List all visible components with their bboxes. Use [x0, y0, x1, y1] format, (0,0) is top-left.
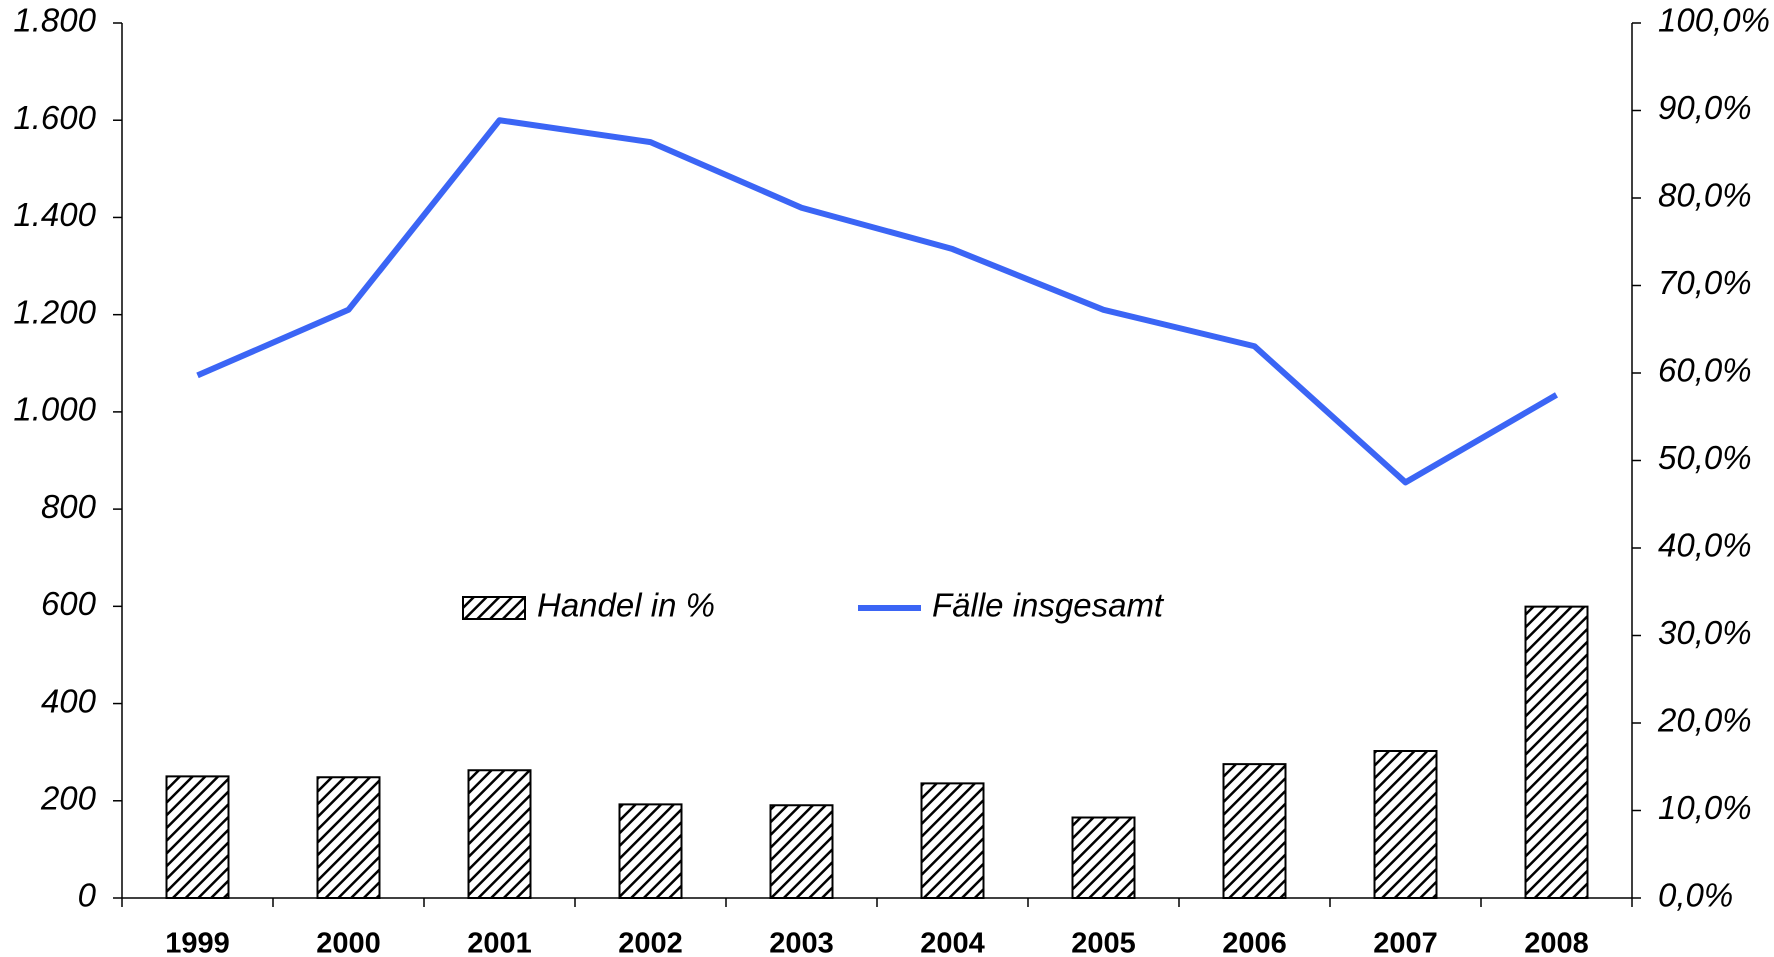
y-tick-label: 1.800: [13, 2, 96, 39]
x-tick-label: 2000: [316, 928, 381, 957]
x-tick-label: 2005: [1071, 928, 1136, 957]
bar: [1071, 816, 1136, 899]
bar: [769, 804, 834, 899]
y-tick-label: 400: [41, 682, 97, 719]
legend-swatch: [462, 596, 526, 620]
bar: [1222, 763, 1287, 899]
y-tick-label: 1.000: [13, 391, 96, 428]
y2-tick-label: 20,0%: [1657, 702, 1752, 739]
y-tick-label: 1.600: [13, 99, 96, 136]
y2-tick-label: 80,0%: [1658, 177, 1752, 214]
bar: [316, 776, 381, 899]
y-tick-label: 0: [78, 877, 97, 914]
y2-tick-label: 0,0%: [1658, 877, 1733, 914]
y2-tick-label: 60,0%: [1658, 352, 1752, 389]
y-tick-label: 800: [41, 488, 97, 525]
y2-tick-label: 90,0%: [1658, 89, 1752, 126]
y-tick-label: 600: [41, 585, 97, 622]
y2-tick-label: 40,0%: [1658, 527, 1752, 564]
x-tick-label: 2004: [920, 928, 985, 957]
y2-tick-label: 30,0%: [1658, 614, 1752, 651]
y-tick-label: 1.200: [13, 293, 96, 330]
y-tick-label: 1.400: [13, 196, 96, 233]
x-tick-label: 2003: [769, 928, 834, 957]
y2-tick-label: 70,0%: [1658, 264, 1752, 301]
bar: [920, 782, 985, 899]
bar: [618, 803, 683, 899]
x-tick-label: 2006: [1222, 928, 1287, 957]
x-tick-label: 1999: [165, 928, 230, 957]
y-tick-label: 200: [40, 779, 97, 816]
y2-tick-label: 10,0%: [1658, 789, 1752, 826]
x-tick-label: 2001: [467, 928, 532, 957]
legend-label: Handel in %: [537, 587, 715, 624]
bar: [1373, 750, 1438, 899]
y2-tick-label: 100,0%: [1658, 2, 1770, 39]
x-tick-label: 2008: [1524, 928, 1589, 957]
x-tick-label: 2007: [1373, 928, 1438, 957]
bar: [165, 775, 230, 899]
legend-label: Fälle insgesamt: [932, 587, 1165, 624]
x-tick-label: 2002: [618, 928, 683, 957]
y2-tick-label: 50,0%: [1658, 439, 1752, 476]
line: [196, 117, 1559, 486]
bar: [467, 769, 532, 899]
bar: [1524, 605, 1589, 899]
